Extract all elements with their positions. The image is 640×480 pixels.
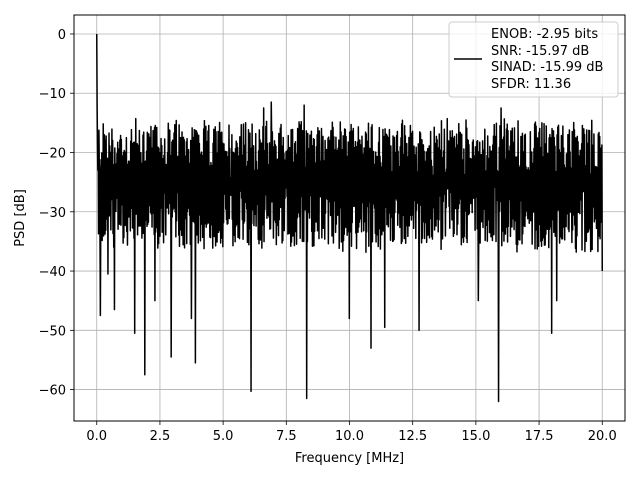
y-tick-label: 0	[58, 28, 66, 43]
x-tick-label: 20.0	[588, 429, 617, 444]
y-tick-label: −30	[39, 206, 66, 221]
legend-box	[448, 21, 619, 98]
x-axis: 0.0 2.5 5.0 7.5 10.0 12.5 15.0 17.5 20.0	[86, 421, 617, 444]
x-tick-label: 15.0	[461, 429, 490, 444]
x-axis-label: Frequency [MHz]	[295, 451, 404, 466]
y-tick-label: −60	[39, 384, 66, 399]
x-tick-label: 10.0	[335, 429, 364, 444]
legend: ENOB: -2.95 bits SNR: -15.97 dB SINAD: -…	[448, 21, 619, 98]
x-tick-label: 7.5	[276, 429, 297, 444]
x-tick-label: 17.5	[525, 429, 554, 444]
y-tick-label: −50	[39, 324, 66, 339]
y-tick-label: −20	[39, 147, 66, 162]
legend-entry-sfdr: SFDR: 11.36	[491, 77, 571, 92]
x-tick-label: 0.0	[86, 429, 107, 444]
y-tick-label: −40	[39, 265, 66, 280]
legend-entry-sinad: SINAD: -15.99 dB	[491, 60, 603, 75]
psd-series-line	[96, 33, 603, 403]
x-tick-label: 5.0	[213, 429, 234, 444]
series-layer	[96, 33, 603, 403]
y-axis: 0 −10 −20 −30 −40 −50 −60	[39, 28, 74, 399]
x-tick-label: 12.5	[398, 429, 427, 444]
y-axis-label: PSD [dB]	[13, 189, 28, 247]
y-tick-label: −10	[39, 87, 66, 102]
x-tick-label: 2.5	[150, 429, 171, 444]
legend-entry-snr: SNR: -15.97 dB	[491, 44, 589, 59]
legend-entry-enob: ENOB: -2.95 bits	[491, 27, 598, 42]
